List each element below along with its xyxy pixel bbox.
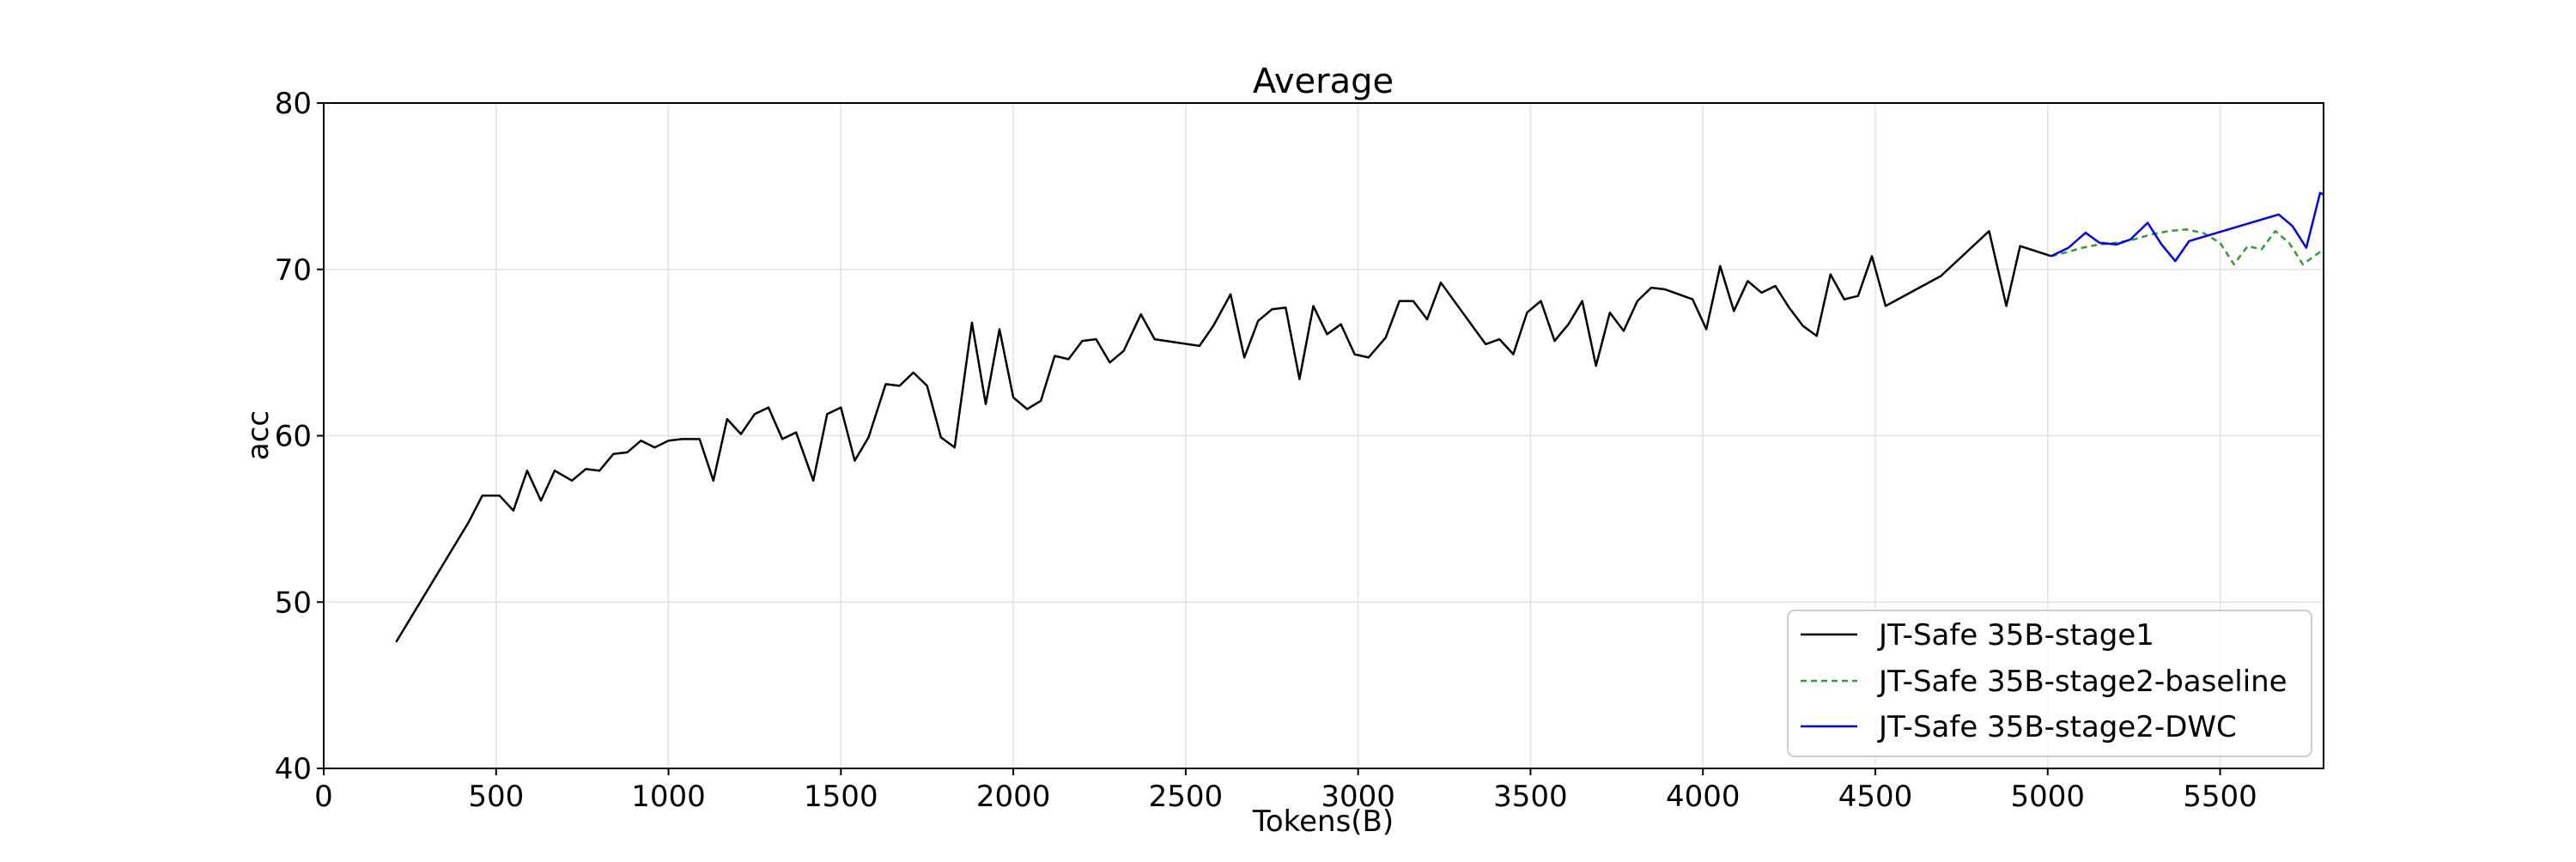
x-tick-label: 2500	[1149, 780, 1224, 814]
x-tick-label: 4000	[1666, 780, 1741, 814]
legend-box	[1787, 610, 2312, 757]
x-tick-label: 5500	[2183, 780, 2257, 814]
y-tick-label: 70	[275, 253, 312, 288]
series-line-stage1	[395, 229, 2052, 643]
x-tick-label: 1000	[631, 780, 706, 814]
series-line-stage2-baseline	[2050, 228, 2324, 266]
x-tick-label: 1500	[804, 780, 878, 814]
legend: JT-Safe 35B-stage1 JT-Safe 35B-stage2-ba…	[1787, 610, 2312, 757]
legend-label-stage2-dwc: JT-Safe 35B-stage2-DWC	[1877, 710, 2237, 744]
x-tick-label: 500	[468, 780, 524, 814]
legend-label-stage1: JT-Safe 35B-stage1	[1877, 618, 2154, 653]
y-tick-label: 50	[275, 586, 312, 620]
y-tick-label: 80	[275, 87, 312, 121]
x-tick-label: 5000	[2010, 780, 2085, 814]
legend-label-stage2-baseline: JT-Safe 35B-stage2-baseline	[1877, 665, 2287, 699]
y-tick-label: 40	[275, 752, 312, 786]
x-tick-label: 4500	[1838, 780, 1913, 814]
series-layer	[395, 191, 2324, 643]
series-line-stage2-dwc	[2050, 191, 2324, 263]
y-tick-label: 60	[275, 420, 312, 454]
x-tick-label: 3500	[1493, 780, 1568, 814]
x-tick-label: 0	[314, 780, 333, 814]
x-axis: 0 500 1000 1500 2000 2500 3000 3500 4000 4500 5000…	[314, 768, 2257, 814]
x-tick-label: 3000	[1321, 780, 1395, 814]
x-tick-label: 2000	[976, 780, 1051, 814]
chart-title: Average	[1253, 62, 1394, 101]
y-axis: 40 50 60 70 80	[275, 87, 324, 786]
y-axis-label: acc	[241, 410, 276, 460]
x-axis-label: Tokens(B)	[1252, 804, 1394, 839]
